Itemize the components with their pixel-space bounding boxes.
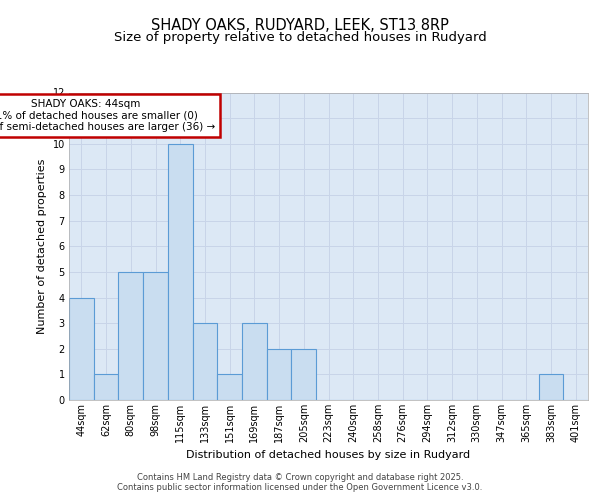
Bar xyxy=(193,323,217,400)
Bar xyxy=(143,272,168,400)
Text: SHADY OAKS, RUDYARD, LEEK, ST13 8RP: SHADY OAKS, RUDYARD, LEEK, ST13 8RP xyxy=(151,18,449,32)
Bar xyxy=(539,374,563,400)
Bar xyxy=(267,349,292,400)
Y-axis label: Number of detached properties: Number of detached properties xyxy=(37,158,47,334)
Text: Size of property relative to detached houses in Rudyard: Size of property relative to detached ho… xyxy=(113,31,487,44)
Text: Contains HM Land Registry data © Crown copyright and database right 2025.
Contai: Contains HM Land Registry data © Crown c… xyxy=(118,472,482,492)
Bar xyxy=(69,298,94,400)
Bar xyxy=(217,374,242,400)
Bar xyxy=(94,374,118,400)
Text: SHADY OAKS: 44sqm
← <1% of detached houses are smaller (0)
>99% of semi-detached: SHADY OAKS: 44sqm ← <1% of detached hous… xyxy=(0,99,215,132)
Bar xyxy=(242,323,267,400)
X-axis label: Distribution of detached houses by size in Rudyard: Distribution of detached houses by size … xyxy=(187,450,470,460)
Bar xyxy=(292,349,316,400)
Bar xyxy=(168,144,193,400)
Bar xyxy=(118,272,143,400)
